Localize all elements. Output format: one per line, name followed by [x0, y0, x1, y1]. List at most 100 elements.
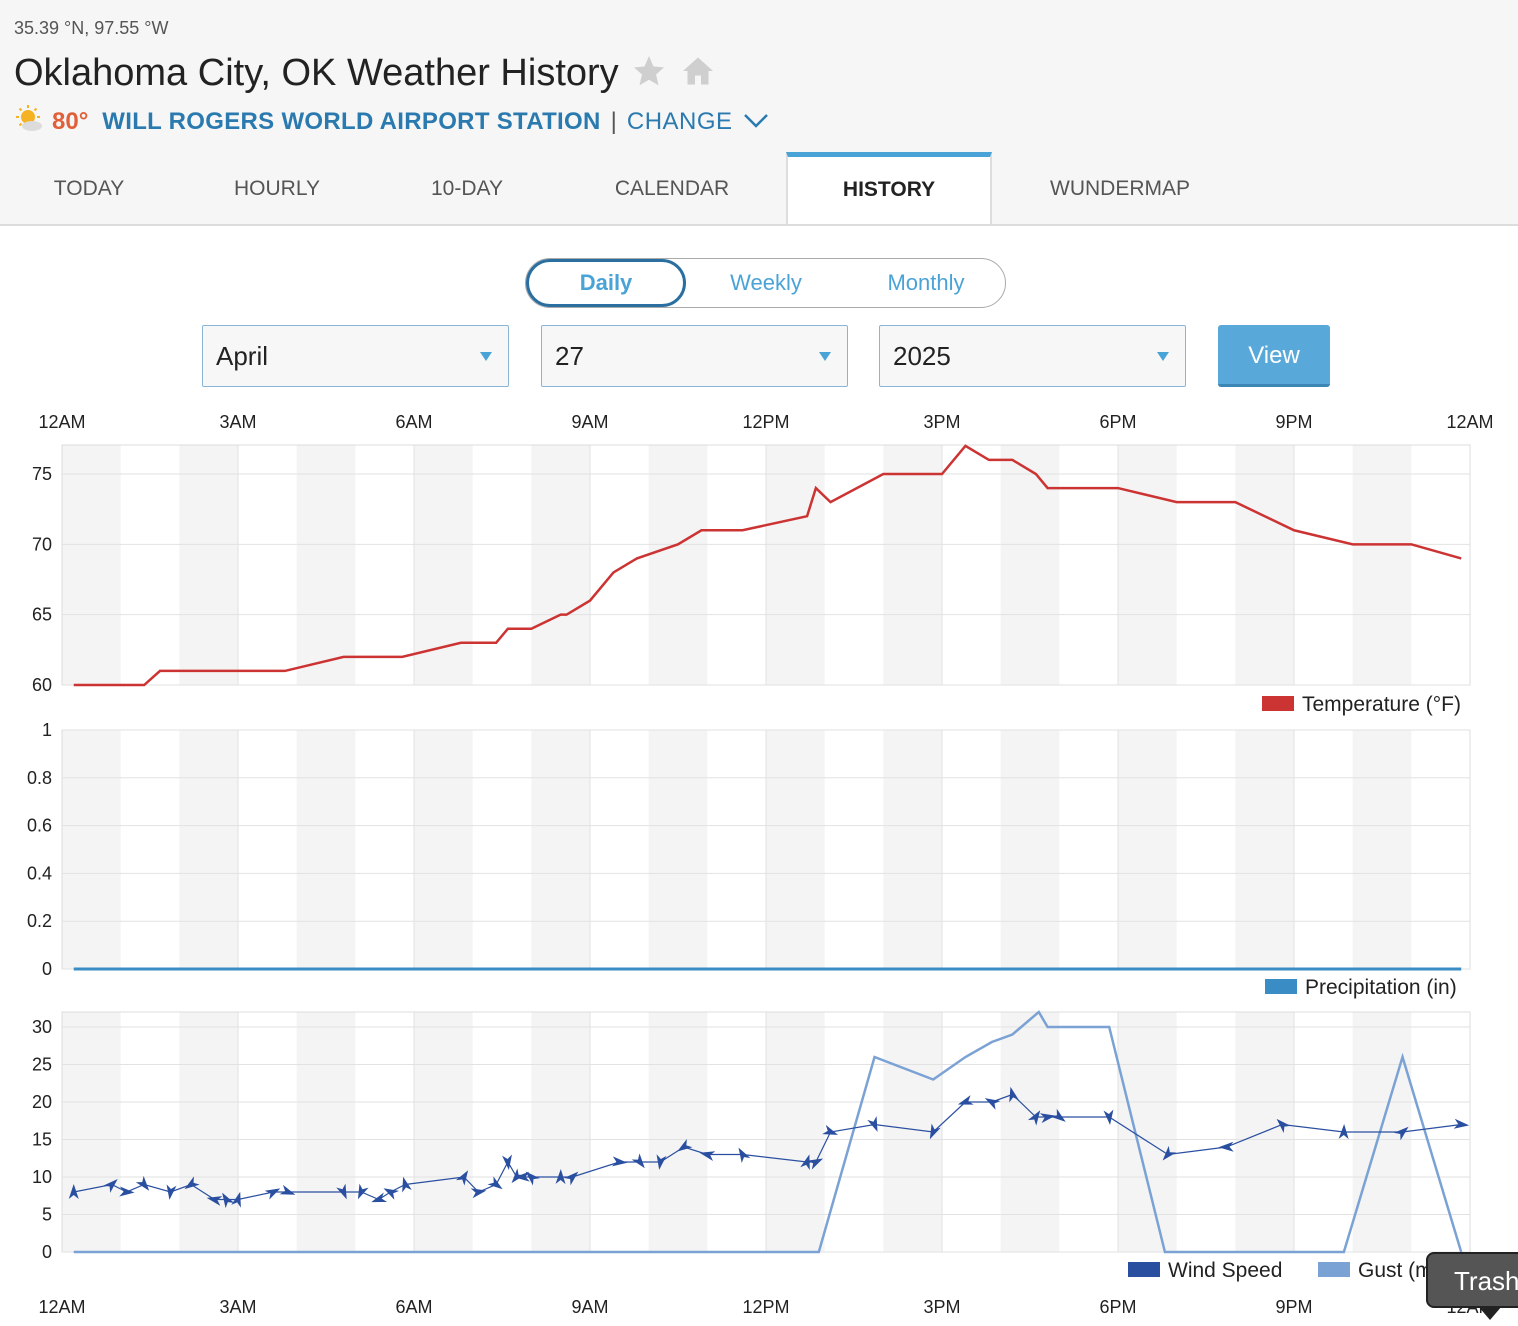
wind-direction-icon — [656, 1154, 667, 1170]
band — [1000, 730, 1060, 969]
month-select[interactable]: April — [202, 325, 509, 387]
wind-direction-icon — [383, 1188, 400, 1200]
x-tick-label-bottom: 12PM — [742, 1297, 789, 1317]
band — [296, 730, 356, 969]
wind-direction-icon — [487, 1176, 503, 1190]
tab-10-day[interactable]: 10-DAY — [431, 177, 503, 200]
station-name[interactable]: WILL ROGERS WORLD AIRPORT STATION — [102, 107, 601, 135]
wind-direction-icon — [264, 1188, 281, 1200]
caret-down-icon — [819, 352, 831, 361]
wind-direction-icon — [166, 1184, 177, 1200]
legend-label-temperature: Temperature (°F) — [1302, 693, 1461, 716]
tab-today[interactable]: TODAY — [53, 177, 125, 200]
y-tick-label: 1 — [42, 720, 52, 740]
chevron-down-icon[interactable] — [743, 108, 769, 136]
legend-swatch-wind-speed — [1128, 1262, 1160, 1277]
view-button[interactable]: View — [1218, 325, 1330, 387]
y-tick-label: 0.2 — [27, 911, 52, 931]
page-title: Oklahoma City, OK Weather History — [14, 52, 619, 94]
weekly-button[interactable]: Weekly — [730, 270, 802, 295]
wind-direction-icon — [511, 1168, 525, 1184]
band — [179, 1012, 238, 1252]
x-tick-label-top: 12PM — [742, 412, 789, 432]
y-tick-label: 15 — [32, 1130, 52, 1150]
caret-down-icon — [480, 352, 492, 361]
wind-direction-icon — [807, 1158, 824, 1170]
band — [62, 1012, 121, 1252]
legend-swatch-precipitation — [1265, 979, 1297, 994]
legend-swatch-gust — [1318, 1262, 1350, 1277]
coordinates: 35.39 °N, 97.55 °W — [14, 18, 169, 38]
y-tick-label: 70 — [32, 534, 52, 554]
band — [883, 730, 942, 969]
band — [179, 445, 238, 685]
band — [766, 1012, 825, 1252]
wind-direction-icon — [525, 1171, 540, 1186]
x-tick-label-top: 3PM — [923, 412, 960, 432]
year-select-value: 2025 — [893, 341, 951, 371]
wind-direction-icon — [1218, 1141, 1234, 1152]
y-tick-label: 10 — [32, 1167, 52, 1187]
wind-direction-icon — [371, 1192, 388, 1203]
monthly-button[interactable]: Monthly — [887, 270, 965, 295]
band — [1118, 1012, 1177, 1252]
y-tick-label: 20 — [32, 1092, 52, 1112]
wind-direction-icon — [231, 1191, 241, 1208]
wind-direction-icon — [135, 1175, 150, 1191]
month-select-value: April — [216, 341, 269, 371]
x-tick-label-bottom: 3AM — [219, 1297, 256, 1317]
wind-direction-icon — [1009, 1086, 1019, 1103]
band — [296, 1012, 356, 1252]
x-tick-label-top: 6PM — [1099, 412, 1136, 432]
band — [1118, 445, 1177, 685]
x-tick-label-top: 3AM — [219, 412, 256, 432]
y-tick-label: 25 — [32, 1055, 52, 1075]
x-tick-label-top: 6AM — [395, 412, 432, 432]
wind-direction-icon — [68, 1184, 79, 1199]
wind-direction-icon — [867, 1116, 878, 1132]
wind-direction-icon — [1027, 1110, 1041, 1126]
wind-direction-icon — [336, 1183, 347, 1200]
tab-wundermap[interactable]: WUNDERMAP — [1050, 177, 1190, 200]
band — [1235, 445, 1294, 685]
year-select[interactable]: 2025 — [879, 325, 1186, 387]
title-row: Oklahoma City, OK Weather History — [14, 52, 717, 95]
band — [531, 730, 590, 969]
wind-direction-icon — [611, 1156, 628, 1167]
wind-direction-icon — [357, 1183, 369, 1200]
band — [1000, 445, 1060, 685]
change-station-link[interactable]: CHANGE — [626, 107, 733, 135]
partly-sunny-icon — [14, 104, 46, 139]
band — [414, 445, 473, 685]
forecast-tabs: TODAY HOURLY 10-DAY CALENDAR HISTORY WUN… — [0, 152, 1518, 224]
band — [62, 445, 121, 685]
day-select[interactable]: 27 — [541, 325, 848, 387]
y-tick-label: 0.4 — [27, 863, 52, 883]
tab-history[interactable]: HISTORY — [786, 152, 992, 224]
tab-calendar[interactable]: CALENDAR — [614, 177, 730, 200]
x-tick-label-bottom: 9PM — [1275, 1297, 1312, 1317]
y-tick-label: 5 — [42, 1205, 52, 1225]
wind-direction-icon — [738, 1147, 751, 1164]
y-tick-label: 65 — [32, 605, 52, 625]
y-tick-label: 0.8 — [27, 768, 52, 788]
wind-direction-icon — [699, 1151, 716, 1161]
current-temperature: 80° — [52, 107, 89, 135]
wind-direction-icon — [929, 1123, 941, 1140]
band — [1000, 1012, 1060, 1252]
wind-direction-icon — [455, 1170, 469, 1186]
wind-direction-icon — [822, 1124, 839, 1135]
band — [1352, 445, 1412, 685]
band — [531, 445, 590, 685]
x-tick-label-top: 9AM — [571, 412, 608, 432]
x-tick-label-bottom: 3PM — [923, 1297, 960, 1317]
wind-direction-icon — [470, 1188, 487, 1199]
band — [648, 730, 708, 969]
x-tick-label-bottom: 6PM — [1099, 1297, 1136, 1317]
y-tick-label: 60 — [32, 675, 52, 695]
tab-hourly[interactable]: HOURLY — [234, 177, 320, 200]
band — [179, 730, 238, 969]
star-icon[interactable] — [631, 53, 667, 94]
daily-button[interactable]: Daily — [526, 259, 686, 307]
home-icon[interactable] — [679, 53, 717, 94]
